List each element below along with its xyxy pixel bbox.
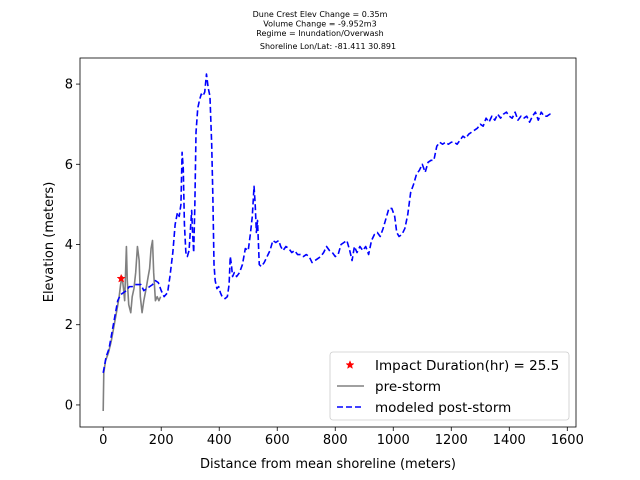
- y-tick-label: 4: [65, 238, 73, 253]
- title-line-3: Regime = Inundation/Overwash: [256, 29, 383, 38]
- star-icon: [345, 360, 355, 369]
- marker-layer: [116, 273, 126, 283]
- impact-star-marker: [116, 273, 126, 283]
- series-line-post-storm: [102, 73, 554, 373]
- title-line-1: Dune Crest Elev Change = 0.35m: [253, 10, 388, 19]
- y-tick-label: 6: [65, 158, 73, 173]
- legend-entry-pre-storm: pre-storm: [337, 379, 441, 395]
- x-tick-label: 1000: [377, 433, 410, 448]
- x-tick-label: 800: [323, 433, 348, 448]
- legend-star-shape: [345, 360, 355, 369]
- y-axis-label: Elevation (meters): [42, 182, 57, 303]
- x-tick-label: 1600: [551, 433, 584, 448]
- x-tick-label: 200: [149, 433, 174, 448]
- legend-entry-post-storm: modeled post-storm: [337, 400, 511, 416]
- chart-title: Dune Crest Elev Change = 0.35m Volume Ch…: [253, 10, 396, 51]
- y-axis: 0 2 4 6 8: [65, 78, 80, 413]
- legend-box: [329, 351, 570, 421]
- legend-label-pre-storm: pre-storm: [375, 379, 441, 395]
- y-tick-label: 8: [65, 78, 73, 93]
- series-line-pre-storm: [102, 239, 162, 411]
- legend: Impact Duration(hr) = 25.5 pre-storm mod…: [329, 351, 570, 421]
- x-tick-label: 0: [99, 433, 107, 448]
- x-tick-label: 400: [207, 433, 232, 448]
- x-axis: 0 200 400 600 800 1000 1200 1400 1600: [99, 427, 584, 448]
- series-layer: [102, 73, 554, 411]
- plot-frame: [79, 57, 577, 428]
- y-tick-label: 0: [65, 398, 73, 413]
- x-tick-label: 1400: [493, 433, 526, 448]
- x-axis-label: Distance from mean shoreline (meters): [200, 457, 456, 472]
- legend-label-post-storm: modeled post-storm: [375, 400, 511, 416]
- title-line-4: Shoreline Lon/Lat: -81.411 30.891: [260, 42, 396, 51]
- x-tick-label: 600: [265, 433, 290, 448]
- x-tick-label: 1200: [435, 433, 468, 448]
- legend-label-impact: Impact Duration(hr) = 25.5: [375, 358, 559, 374]
- y-tick-label: 2: [65, 318, 73, 333]
- title-line-2: Volume Change = -9.952m3: [263, 20, 376, 29]
- legend-entry-impact: Impact Duration(hr) = 25.5: [345, 358, 559, 374]
